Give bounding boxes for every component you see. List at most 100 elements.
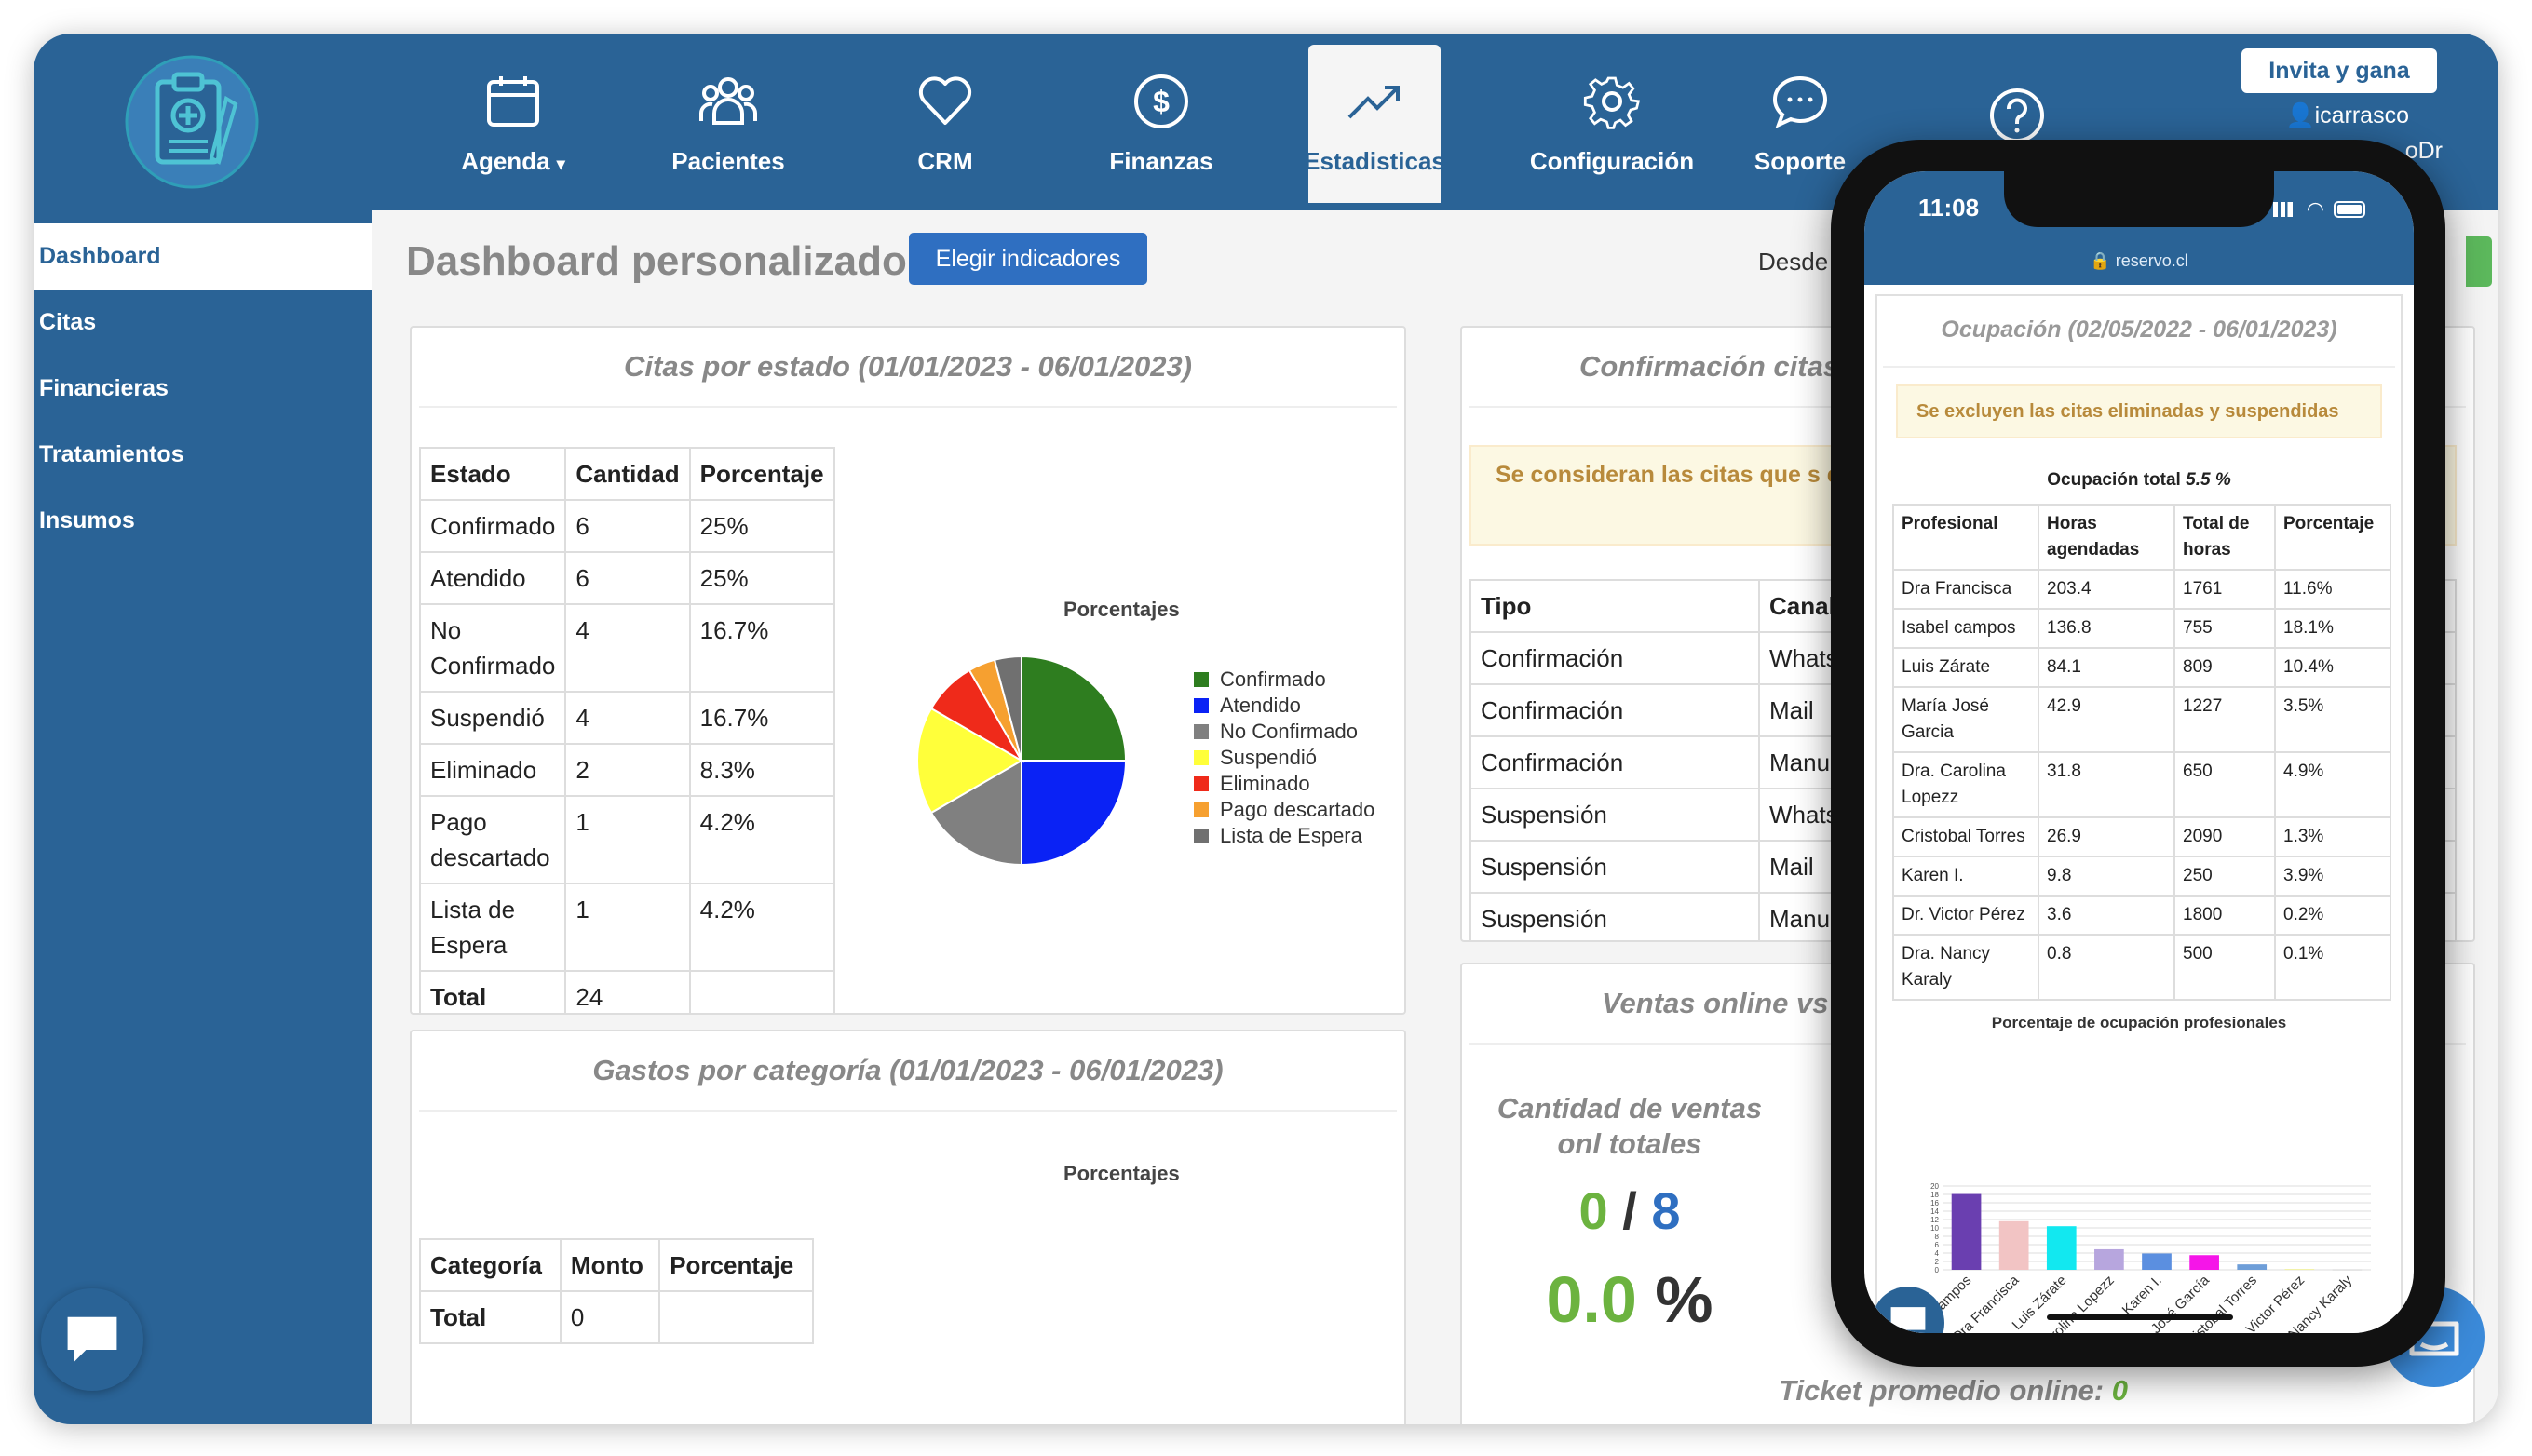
sidebar-item-dashboard[interactable]: Dashboard — [34, 223, 372, 290]
cell: 250 — [2173, 856, 2276, 897]
pie-slice-lista-de-espera — [993, 654, 1022, 762]
pie-legend: Confirmado Atendido No Confirmado Suspendió… — [1194, 667, 1374, 849]
wifi-icon: ◠ — [2306, 197, 2324, 221]
y-tick-label: 2 — [1935, 1258, 1940, 1266]
sidebar: Dashboard Citas Financieras Tratamientos… — [34, 210, 372, 1424]
pie-slice-atendido — [1021, 760, 1128, 867]
total-label: Total — [418, 970, 567, 1013]
sidebar-item-insumos[interactable]: Insumos — [39, 507, 135, 533]
y-tick-label: 8 — [1935, 1233, 1940, 1241]
pie-chart-title: Porcentajes — [1063, 598, 1180, 621]
cell: 3.5% — [2274, 686, 2391, 753]
home-indicator — [2047, 1314, 2233, 1320]
legend-label: Atendido — [1220, 694, 1301, 717]
cell: 84.1 — [2038, 647, 2175, 688]
nav-finanzas-label: Finanzas — [1109, 146, 1213, 175]
legend-swatch — [1194, 802, 1209, 817]
cell: Pago descartado — [418, 795, 567, 884]
table-row: Luis Zárate 84.1 809 10.4% — [1892, 647, 2391, 688]
total-value: 24 — [564, 970, 691, 1013]
cell: 11.6% — [2274, 569, 2391, 610]
cell: 6 — [564, 499, 691, 553]
invite-button[interactable]: Invita y gana — [2241, 48, 2437, 93]
table-row: María José Garcia 42.9 1227 3.5% — [1892, 686, 2391, 753]
col-total-horas: Total de horas — [2173, 504, 2276, 571]
cell: No Confirmado — [418, 603, 567, 693]
ventas-count-online: 0 — [1578, 1181, 1608, 1240]
users-icon — [699, 76, 757, 125]
legend-swatch — [1194, 829, 1209, 843]
cell: 2 — [564, 743, 691, 797]
ocupacion-total-value: 5.5 % — [2186, 470, 2231, 490]
cell: 3.6 — [2038, 895, 2175, 936]
ocupacion-total-label: Ocupación total — [2047, 470, 2181, 490]
cell: 42.9 — [2038, 686, 2175, 753]
legend-item: Lista de Espera — [1194, 823, 1374, 849]
cell: Confirmación — [1469, 735, 1760, 789]
cell: 26.9 — [2038, 816, 2175, 857]
cell: Confirmación — [1469, 683, 1760, 737]
battery-icon — [2334, 201, 2365, 218]
nav-agenda[interactable]: Agenda ▾ — [443, 45, 583, 203]
ocupacion-table: Profesional Horas agendadas Total de hor… — [1892, 504, 2391, 1001]
nav-estadisticas[interactable]: Estadisticas — [1304, 45, 1445, 203]
cell: Cristobal Torres — [1892, 816, 2039, 857]
sidebar-item-tratamientos[interactable]: Tratamientos — [39, 441, 184, 467]
user-menu[interactable]: 👤icarrasco — [2285, 102, 2409, 129]
lock-icon: 🔒 — [2090, 251, 2111, 270]
ventas-percent: 0.0 % — [1490, 1262, 1769, 1337]
cell: Suspensión — [1469, 840, 1760, 894]
gastos-chart-title: Porcentajes — [1063, 1162, 1180, 1185]
choose-indicators-button[interactable]: Elegir indicadores — [909, 233, 1147, 285]
legend-label: Pago descartado — [1220, 798, 1375, 821]
y-tick-label: 6 — [1935, 1241, 1940, 1249]
col-categoria: Categoría — [419, 1238, 562, 1292]
svg-text:$: $ — [1153, 85, 1170, 118]
bar-3 — [2094, 1248, 2124, 1270]
filter-apply-button[interactable] — [2466, 236, 2492, 287]
table-row: No Confirmado 4 16.7% — [418, 603, 835, 693]
cell: Suspensión — [1469, 892, 1760, 940]
gastos-panel-title: Gastos por categoría (01/01/2023 - 06/01… — [419, 1031, 1397, 1112]
cell — [658, 1290, 814, 1344]
table-total-row: Total 0 — [419, 1290, 814, 1344]
legend-swatch — [1194, 750, 1209, 765]
legend-item: Eliminado — [1194, 771, 1374, 797]
gear-icon — [1583, 76, 1641, 129]
phone-screen: 11:08 ◠ 🔒 reservo.cl Ocupación (02/05/20… — [1864, 171, 2414, 1333]
legend-item: Confirmado — [1194, 667, 1374, 693]
nav-crm[interactable]: CRM — [875, 45, 1015, 203]
col-porcentaje: Porcentaje — [688, 447, 835, 501]
cell: 500 — [2173, 934, 2276, 1001]
table-row: Pago descartado 1 4.2% — [418, 795, 835, 884]
table-row: Lista de Espera 1 4.2% — [418, 883, 835, 972]
chat-launcher-button[interactable] — [41, 1288, 143, 1391]
ventas-count-total: 8 — [1651, 1181, 1681, 1240]
nav-finanzas[interactable]: $ Finanzas — [1091, 45, 1231, 203]
phone-url-bar[interactable]: 🔒 reservo.cl — [1864, 251, 2414, 271]
cell: María José Garcia — [1892, 686, 2039, 753]
cell: 4 — [564, 691, 691, 745]
chat-icon — [1772, 75, 1828, 128]
table-row: Dra. Nancy Karaly 0.8 500 0.1% — [1892, 934, 2391, 1001]
sidebar-item-citas[interactable]: Citas — [39, 309, 97, 335]
cell: 1.3% — [2274, 816, 2391, 857]
nav-soporte[interactable]: Soporte — [1730, 45, 1870, 203]
table-header-row: Categoría Monto Porcentaje — [419, 1238, 814, 1292]
y-tick-label: 4 — [1935, 1249, 1940, 1258]
logo[interactable] — [122, 52, 262, 192]
col-horas-agendadas: Horas agendadas — [2038, 504, 2175, 571]
col-cantidad: Cantidad — [564, 447, 691, 501]
nav-configuracion[interactable]: Configuración — [1523, 45, 1700, 203]
cell: Dra. Carolina Lopezz — [1892, 751, 2039, 818]
cell: Eliminado — [418, 743, 567, 797]
nav-pacientes[interactable]: Pacientes — [658, 45, 798, 203]
cell: Luis Zárate — [1892, 647, 2039, 688]
user-icon: 👤 — [2285, 102, 2315, 128]
cell: Isabel campos — [1892, 608, 2039, 649]
nav-configuracion-label: Configuración — [1529, 146, 1695, 175]
cell: 136.8 — [2038, 608, 2175, 649]
table-row: Suspendió 4 16.7% — [418, 691, 835, 745]
ocupacion-total: Ocupación total 5.5 % — [1877, 470, 2401, 491]
sidebar-item-financieras[interactable]: Financieras — [39, 375, 169, 401]
